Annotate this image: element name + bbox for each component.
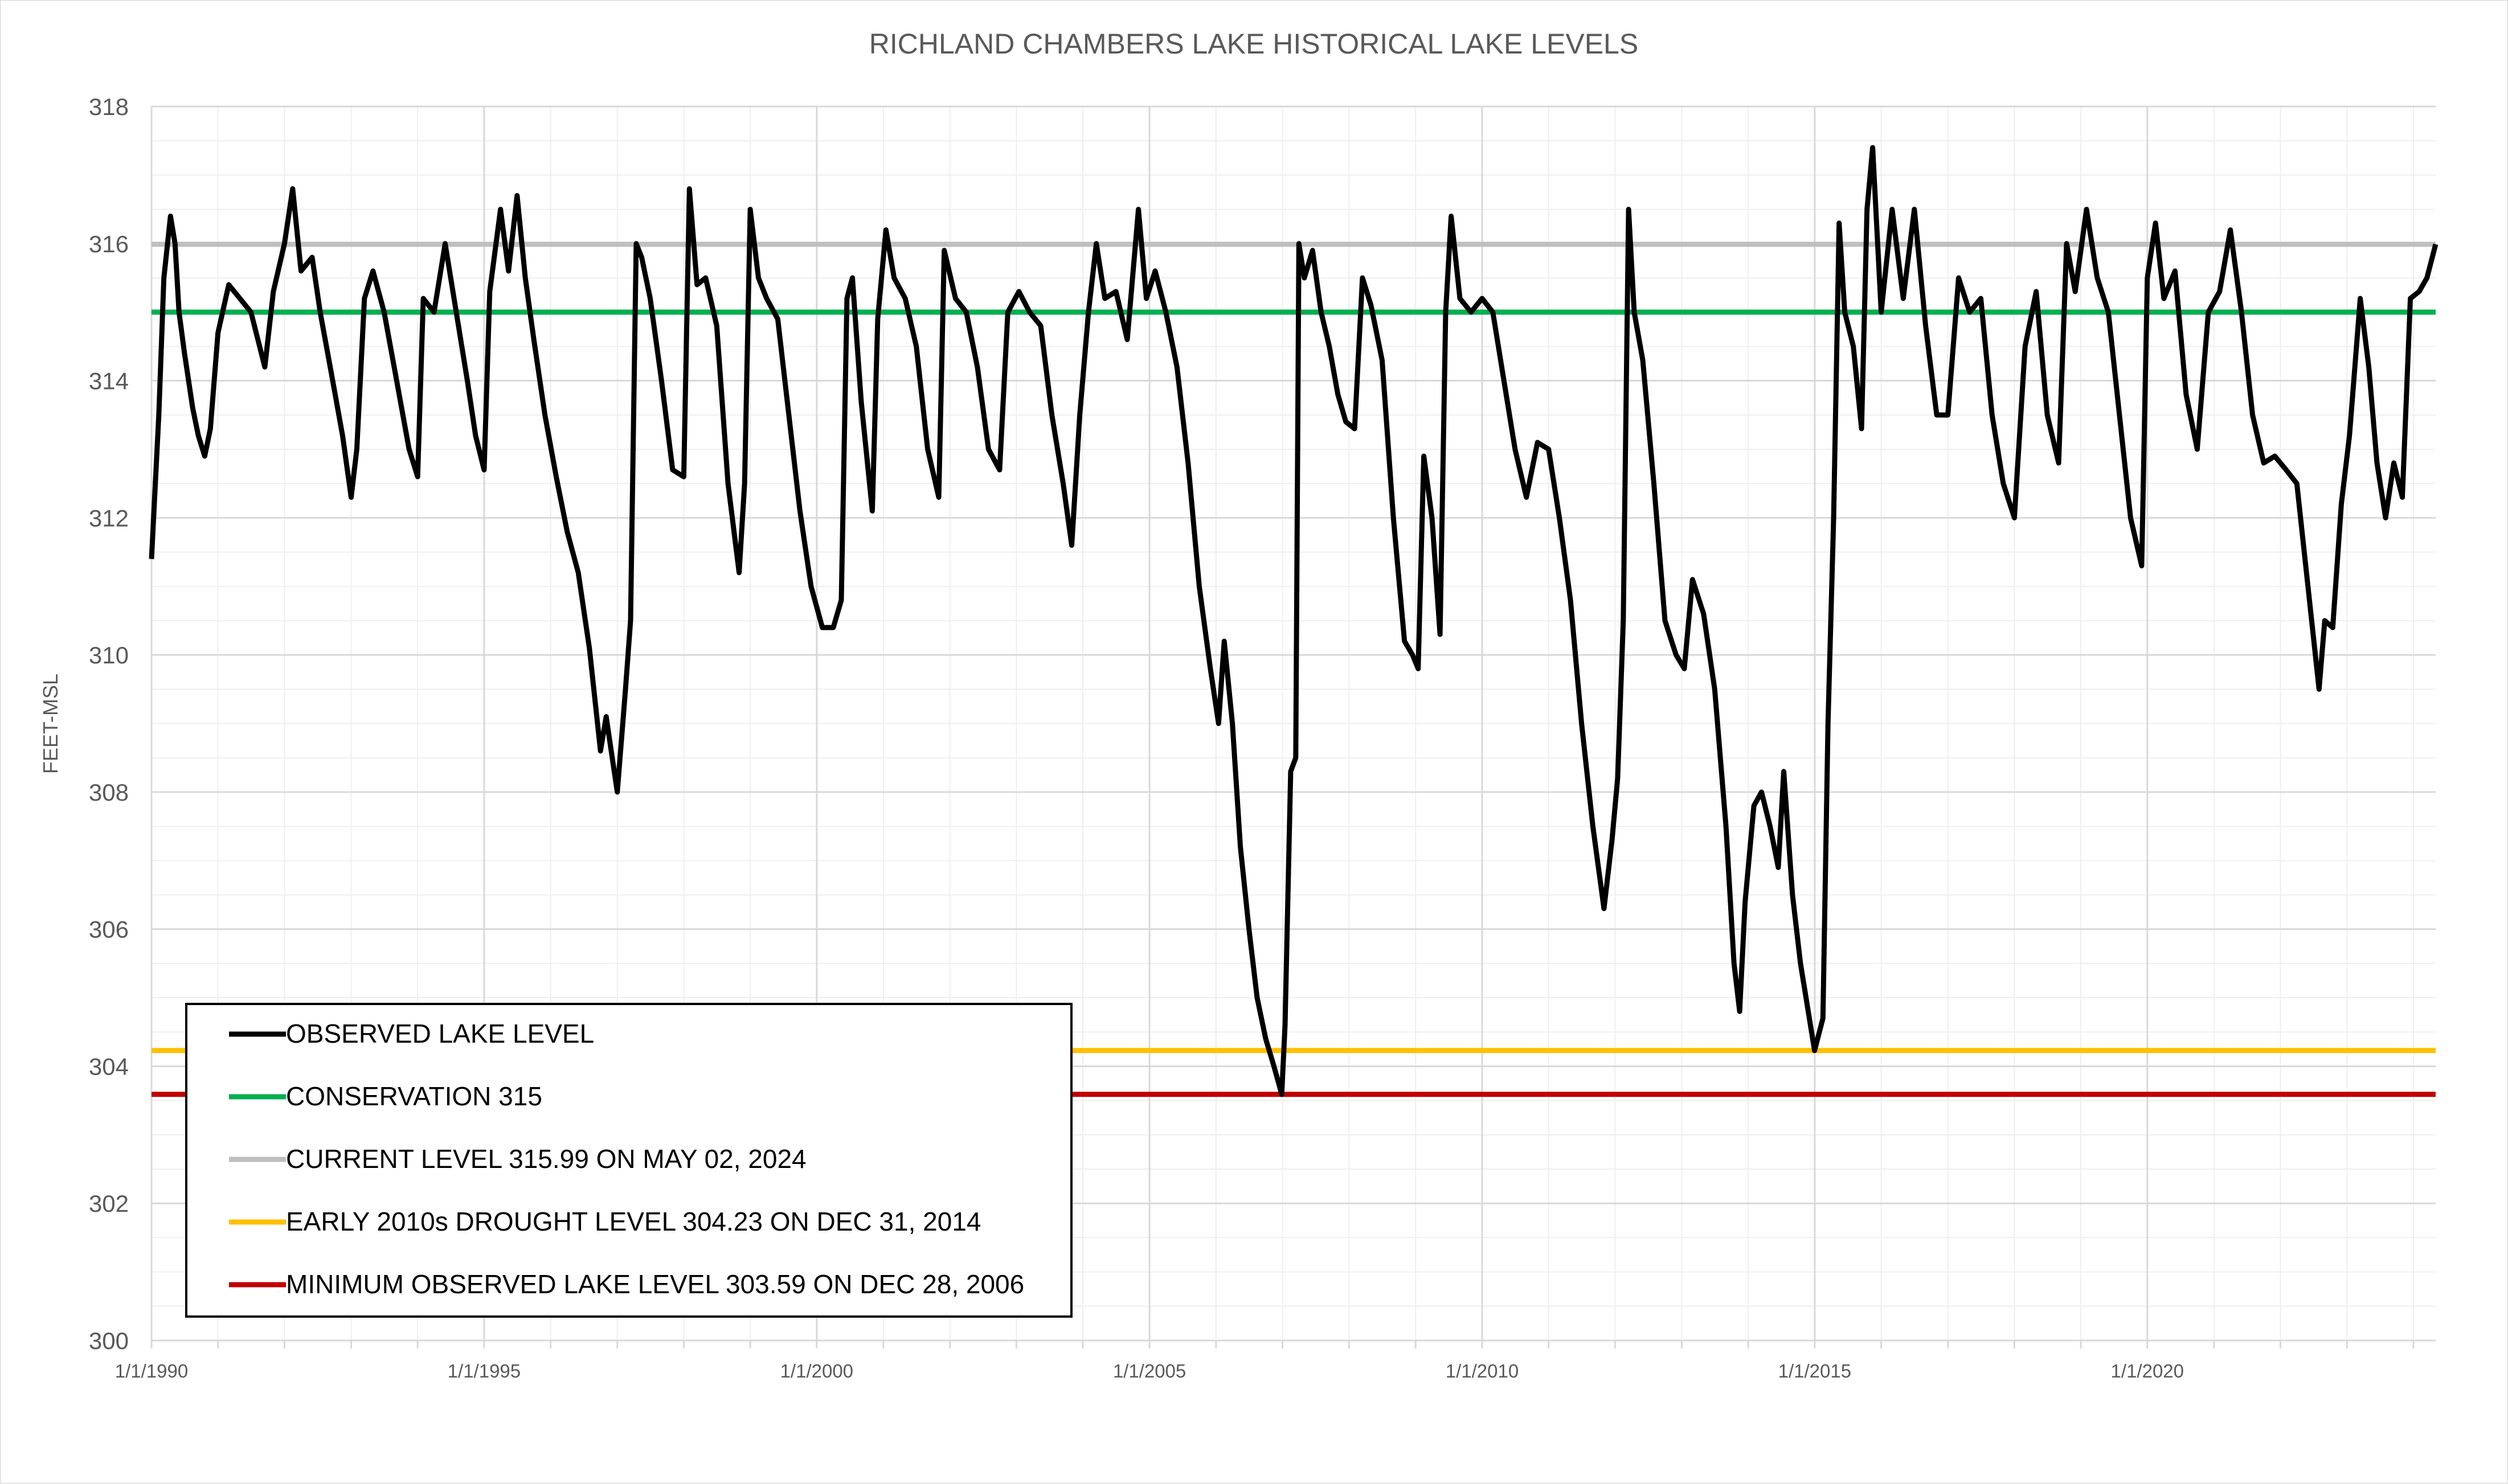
x-tick-label: 1/1/2015: [1778, 1360, 1851, 1381]
legend-label-current: CURRENT LEVEL 315.99 ON MAY 02, 2024: [286, 1144, 807, 1174]
y-tick-label: 302: [89, 1190, 129, 1217]
legend-box: [185, 1003, 1073, 1318]
legend: OBSERVED LAKE LEVEL CONSERVATION 315 CUR…: [185, 1003, 1073, 1318]
tick-labels: 300 302 304 306 308 310 312 314 316 318 1/1/1990 1/…: [89, 93, 2184, 1381]
x-tick-label: 1/1/2000: [780, 1360, 853, 1381]
x-tick-label: 1/1/2010: [1446, 1360, 1519, 1381]
legend-label-drought: EARLY 2010s DROUGHT LEVEL 304.23 ON DEC …: [286, 1207, 981, 1236]
observed-lake-level-line: [149, 145, 2439, 1097]
y-tick-label: 300: [89, 1327, 129, 1354]
y-tick-label: 306: [89, 916, 129, 943]
observed-series: [149, 145, 2439, 1097]
legend-label-conservation: CONSERVATION 315: [286, 1081, 542, 1111]
reference-lines: [152, 241, 2436, 1097]
y-tick-label: 310: [89, 642, 129, 669]
x-tick-label: 1/1/2020: [2111, 1360, 2184, 1381]
x-tick-label: 1/1/1990: [115, 1360, 188, 1381]
legend-label-minimum: MINIMUM OBSERVED LAKE LEVEL 303.59 ON DE…: [286, 1269, 1024, 1299]
y-tick-label: 314: [89, 368, 129, 395]
y-axis-label: FEET-MSL: [39, 674, 62, 774]
legend-label-observed: OBSERVED LAKE LEVEL: [286, 1019, 594, 1048]
y-tick-label: 316: [89, 231, 129, 257]
x-tick-label: 1/1/2005: [1113, 1360, 1186, 1381]
y-tick-label: 304: [89, 1053, 129, 1080]
y-tick-label: 312: [89, 505, 129, 531]
y-tick-label: 318: [89, 93, 129, 120]
chart-title: RICHLAND CHAMBERS LAKE HISTORICAL LAKE L…: [869, 28, 1638, 60]
y-tick-label: 308: [89, 779, 129, 806]
x-tick-label: 1/1/1995: [448, 1360, 521, 1381]
